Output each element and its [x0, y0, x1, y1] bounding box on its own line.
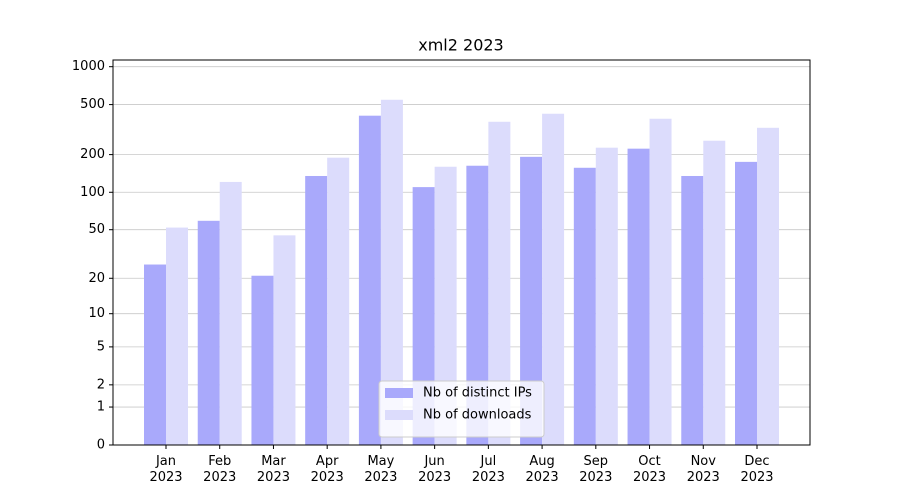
y-tick-label: 1: [97, 400, 105, 415]
bar: [219, 181, 242, 445]
bar: [542, 113, 565, 446]
bar: [735, 161, 757, 446]
bar: [358, 115, 381, 446]
bar: [166, 227, 188, 445]
x-tick-label: Dec 2023: [740, 454, 773, 485]
bar: [757, 127, 779, 445]
x-tick-label: Jul 2023: [472, 454, 505, 485]
bar: [327, 157, 350, 445]
y-tick-label: 2: [97, 377, 105, 392]
x-tick-label: Apr 2023: [311, 454, 344, 485]
bar: [466, 165, 489, 445]
legend-swatch: [385, 410, 413, 420]
x-tick-label: Oct 2023: [633, 454, 666, 485]
x-tick-label: Sep 2023: [579, 454, 612, 485]
legend-label: Nb of downloads: [423, 408, 532, 423]
legend: Nb of distinct IPs Nb of downloads: [378, 380, 545, 438]
bar: [144, 264, 166, 445]
y-tick-label: 0: [97, 438, 105, 453]
bar: [305, 175, 328, 445]
bar: [251, 275, 274, 445]
bar: [595, 147, 618, 445]
x-tick-label: Jan 2023: [149, 454, 182, 485]
legend-label: Nb of distinct IPs: [423, 386, 532, 401]
bar: [649, 118, 672, 446]
y-tick-label: 5: [97, 339, 105, 354]
y-tick-label: 1000: [72, 59, 105, 74]
x-tick-label: Feb 2023: [203, 454, 236, 485]
bar: [573, 167, 596, 445]
x-tick-label: Mar 2023: [257, 454, 290, 485]
y-tick-label: 20: [88, 271, 105, 286]
chart-title: xml2 2023: [418, 36, 503, 55]
bar: [627, 148, 650, 445]
bar: [681, 175, 704, 445]
y-tick-label: 10: [88, 306, 105, 321]
x-tick-label: Aug 2023: [526, 454, 559, 485]
bar: [273, 235, 296, 445]
bar: [197, 220, 220, 445]
bar: [380, 99, 403, 445]
bar: [434, 166, 457, 446]
bar: [520, 156, 543, 445]
plot-frame: [112, 59, 811, 446]
bar: [703, 140, 726, 445]
y-tick-label: 500: [80, 97, 105, 112]
legend-box: [378, 380, 545, 438]
legend-swatch: [385, 388, 413, 398]
bar: [488, 121, 511, 445]
y-tick-label: 50: [88, 222, 105, 237]
x-tick-label: Nov 2023: [687, 454, 720, 485]
x-tick-label: Jun 2023: [418, 454, 451, 485]
y-tick-label: 100: [80, 185, 105, 200]
y-tick-label: 200: [80, 147, 105, 162]
x-tick-label: May 2023: [364, 454, 397, 485]
